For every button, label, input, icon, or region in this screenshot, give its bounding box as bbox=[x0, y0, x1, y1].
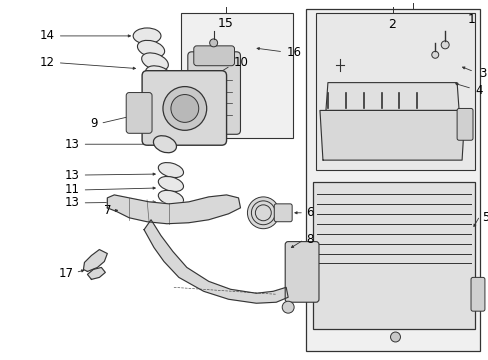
Circle shape bbox=[282, 301, 294, 313]
Text: 4: 4 bbox=[474, 84, 482, 97]
Text: 8: 8 bbox=[305, 233, 313, 246]
Text: 13: 13 bbox=[64, 196, 80, 210]
Text: 9: 9 bbox=[90, 117, 97, 130]
Text: 13: 13 bbox=[64, 138, 80, 151]
Circle shape bbox=[390, 332, 400, 342]
Polygon shape bbox=[83, 249, 107, 271]
Circle shape bbox=[247, 197, 279, 229]
Ellipse shape bbox=[153, 136, 176, 153]
Text: 14: 14 bbox=[40, 30, 55, 42]
Bar bbox=[312, 182, 474, 329]
Polygon shape bbox=[87, 267, 105, 279]
Polygon shape bbox=[144, 220, 287, 303]
Text: 12: 12 bbox=[40, 56, 55, 69]
Text: 6: 6 bbox=[305, 206, 313, 219]
Bar bbox=[315, 13, 474, 170]
Text: 7: 7 bbox=[103, 204, 111, 217]
Ellipse shape bbox=[151, 90, 178, 108]
Polygon shape bbox=[107, 195, 240, 224]
Circle shape bbox=[209, 39, 217, 47]
Text: 10: 10 bbox=[233, 56, 248, 69]
Polygon shape bbox=[325, 82, 458, 111]
Ellipse shape bbox=[145, 66, 172, 84]
Ellipse shape bbox=[137, 40, 164, 57]
Text: 15: 15 bbox=[217, 17, 233, 30]
Text: 16: 16 bbox=[285, 46, 301, 59]
Text: 17: 17 bbox=[59, 267, 73, 280]
Ellipse shape bbox=[133, 28, 161, 44]
FancyBboxPatch shape bbox=[274, 204, 291, 222]
FancyBboxPatch shape bbox=[187, 52, 240, 134]
Text: 13: 13 bbox=[64, 168, 80, 181]
Circle shape bbox=[163, 87, 206, 130]
Text: 11: 11 bbox=[64, 184, 80, 197]
Ellipse shape bbox=[158, 176, 183, 192]
Text: 5: 5 bbox=[481, 211, 488, 224]
Text: 1: 1 bbox=[467, 13, 475, 26]
FancyBboxPatch shape bbox=[285, 242, 318, 302]
Bar bbox=[305, 9, 479, 351]
FancyBboxPatch shape bbox=[456, 108, 472, 140]
Ellipse shape bbox=[148, 78, 175, 95]
FancyBboxPatch shape bbox=[126, 93, 152, 133]
FancyBboxPatch shape bbox=[193, 46, 234, 66]
Ellipse shape bbox=[158, 190, 183, 206]
FancyBboxPatch shape bbox=[142, 71, 226, 145]
Text: 3: 3 bbox=[478, 67, 486, 80]
Text: 2: 2 bbox=[388, 18, 396, 31]
Ellipse shape bbox=[158, 163, 183, 177]
Circle shape bbox=[171, 95, 198, 122]
FancyBboxPatch shape bbox=[470, 278, 484, 311]
Bar bbox=[181, 13, 292, 138]
Ellipse shape bbox=[142, 53, 168, 71]
Polygon shape bbox=[319, 111, 464, 160]
Circle shape bbox=[431, 51, 438, 58]
Circle shape bbox=[440, 41, 448, 49]
